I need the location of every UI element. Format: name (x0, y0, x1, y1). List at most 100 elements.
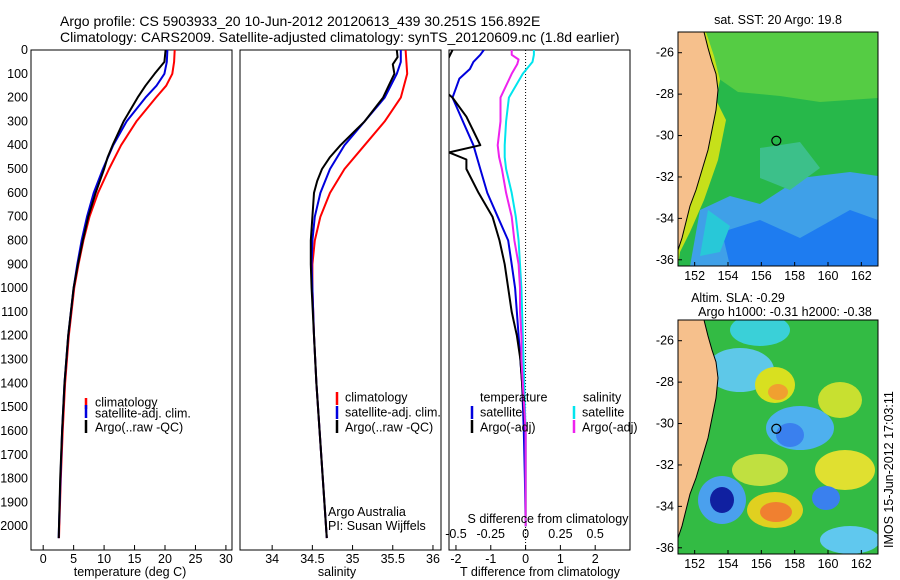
depth-tick-label: 1500 (0, 400, 28, 414)
sal-diff-tick-label: -0.5 (445, 527, 467, 541)
map-lat-tick-label: -26 (656, 46, 674, 60)
temperature-legend: climatology satellite-adj. clim. Argo(..… (84, 395, 191, 434)
depth-tick-label: 900 (7, 257, 28, 271)
depth-tick-label: 1900 (0, 495, 28, 509)
sla-low-far-south (820, 526, 878, 554)
salinity-tick-label: 34.5 (300, 552, 324, 566)
temperature-panel: 0100200300400500600700800900100011001200… (0, 43, 233, 579)
temp-diff-tick-label: -2 (450, 552, 461, 566)
temperature-tick-label: 0 (40, 552, 47, 566)
sla-low-southwest-core (710, 487, 734, 513)
temp-diff-tick-label: -1 (485, 552, 496, 566)
map-lat-tick-label: -30 (656, 417, 674, 431)
sla-map-frame (677, 319, 879, 555)
map-lat-tick-label: -36 (656, 541, 674, 555)
map-lat-tick-label: -28 (656, 375, 674, 389)
map-lon-tick-label: 162 (851, 269, 872, 283)
figure-title-line1: Argo profile: CS 5903933_20 10-Jun-2012 … (60, 13, 540, 29)
depth-axis-labels: 0 100 200 300 400 500 600 700 800 900 1000 1100 1200… (0, 43, 28, 533)
credit-pi: PI: Susan Wijffels (328, 519, 426, 533)
depth-tick-label: 1600 (0, 424, 28, 438)
difference-panel: -2 -1 0 1 2 -0.5 -0.25 0 0.25 0.5 S difference fr… (445, 49, 638, 579)
temperature-tick-label: 5 (70, 552, 77, 566)
map-lon-tick-label: 156 (751, 269, 772, 283)
sla-australia-land (678, 320, 719, 539)
depth-tick-label: 2000 (0, 519, 28, 533)
sst-map-ticks: 152 154 156 158 160 162 -26 -28 -30 -32 -34 -36 (656, 46, 872, 283)
sla-high-south (732, 454, 788, 486)
sst-map-frame (677, 31, 879, 267)
sla-low-north (730, 320, 790, 346)
sla-high-east (818, 382, 862, 418)
map-lon-tick-label: 158 (784, 269, 805, 283)
difference-series (449, 50, 535, 527)
legend-label-temp-argo: Argo(-adj) (480, 420, 536, 434)
temp-diff-tick-label: 0 (522, 552, 529, 566)
series-line-argo-raw-qc- (309, 50, 399, 539)
map-lon-tick-label: 154 (718, 557, 739, 571)
temperature-tick-label: 10 (97, 552, 111, 566)
salinity-axis-ticks: 34 34.5 35 35.5 36 (265, 545, 440, 566)
temperature-tick-label: 15 (128, 552, 142, 566)
sal-diff-tick-label: 0.5 (586, 527, 603, 541)
legend-title-temperature: temperature (480, 390, 547, 404)
temperature-axis-label: temperature (deg C) (74, 565, 187, 579)
legend-label-temp-satellite: satellite (480, 405, 522, 419)
depth-tick-label: 200 (7, 91, 28, 105)
sla-high-southcentral-core (760, 502, 792, 522)
sal-diff-tick-label: -0.25 (477, 527, 506, 541)
map-lon-tick-label: 152 (684, 557, 705, 571)
depth-tick-label: 300 (7, 114, 28, 128)
map-lat-tick-label: -30 (656, 129, 674, 143)
salinity-tick-label: 34 (265, 552, 279, 566)
salinity-series (309, 50, 409, 539)
temperature-plot-frame (30, 49, 233, 551)
legend-label-satellite: satellite-adj. clim. (345, 405, 441, 419)
sst-eddy-patch (760, 142, 820, 190)
map-lon-tick-label: 156 (751, 557, 772, 571)
legend-label-sal-satellite: satellite (582, 405, 624, 419)
sla-map-ticks: 152 154 156 158 160 162 -26 -28 -30 -32 -34 -36 (656, 334, 872, 571)
depth-tick-label: 600 (7, 186, 28, 200)
legend-label-argo: Argo(..raw -QC) (345, 420, 433, 434)
depth-tick-label: 1000 (0, 281, 28, 295)
temperature-tick-label: 30 (219, 552, 233, 566)
depth-tick-label: 1300 (0, 353, 28, 367)
map-lon-tick-label: 162 (851, 557, 872, 571)
salinity-tick-label: 35.5 (381, 552, 405, 566)
map-lat-tick-label: -32 (656, 458, 674, 472)
sst-north-warm-band (678, 32, 878, 102)
map-lat-tick-label: -34 (656, 211, 674, 225)
legend-label-sal-argo: Argo(-adj) (582, 420, 638, 434)
sla-high-north-core (768, 384, 788, 400)
depth-tick-label: 400 (7, 138, 28, 152)
sst-australia-land (678, 32, 719, 251)
temp-diff-tick-label: 2 (592, 552, 599, 566)
map-lon-tick-label: 160 (818, 269, 839, 283)
depth-tick-label: 800 (7, 233, 28, 247)
depth-tick-label: 1200 (0, 329, 28, 343)
depth-tick-label: 1800 (0, 472, 28, 486)
sst-cool-core (722, 210, 878, 266)
series-line-salinity-argo-adj- (496, 50, 527, 527)
salinity-plot-frame (239, 49, 442, 551)
legend-label-climatology: climatology (345, 390, 408, 404)
depth-tick-label: 1100 (1, 305, 28, 319)
sst-map-title: sat. SST: 20 Argo: 19.8 (714, 13, 842, 27)
map-lat-tick-label: -36 (656, 253, 674, 267)
map-lon-tick-label: 160 (818, 557, 839, 571)
map-lat-tick-label: -34 (656, 499, 674, 513)
legend-label-argo: Argo(..raw -QC) (95, 420, 183, 434)
map-lon-tick-label: 152 (684, 269, 705, 283)
map-lon-tick-label: 154 (718, 269, 739, 283)
legend-label-satellite: satellite-adj. clim. (95, 406, 191, 420)
credit-argo-australia: Argo Australia (328, 505, 406, 519)
salinity-tick-label: 36 (426, 552, 440, 566)
sst-map-image (678, 32, 878, 266)
difference-axis-ticks: -2 -1 0 1 2 -0.5 -0.25 0 0.25 0.5 (445, 527, 604, 566)
sal-diff-tick-label: 0 (522, 527, 529, 541)
temperature-series (57, 50, 176, 539)
sla-map-panel: Altim. SLA: -0.29 Argo h1000: -0.31 h200… (656, 291, 879, 571)
temperature-axis-ticks: 0 5 10 15 20 25 30 (40, 545, 233, 566)
sla-high-southeast (815, 450, 875, 490)
